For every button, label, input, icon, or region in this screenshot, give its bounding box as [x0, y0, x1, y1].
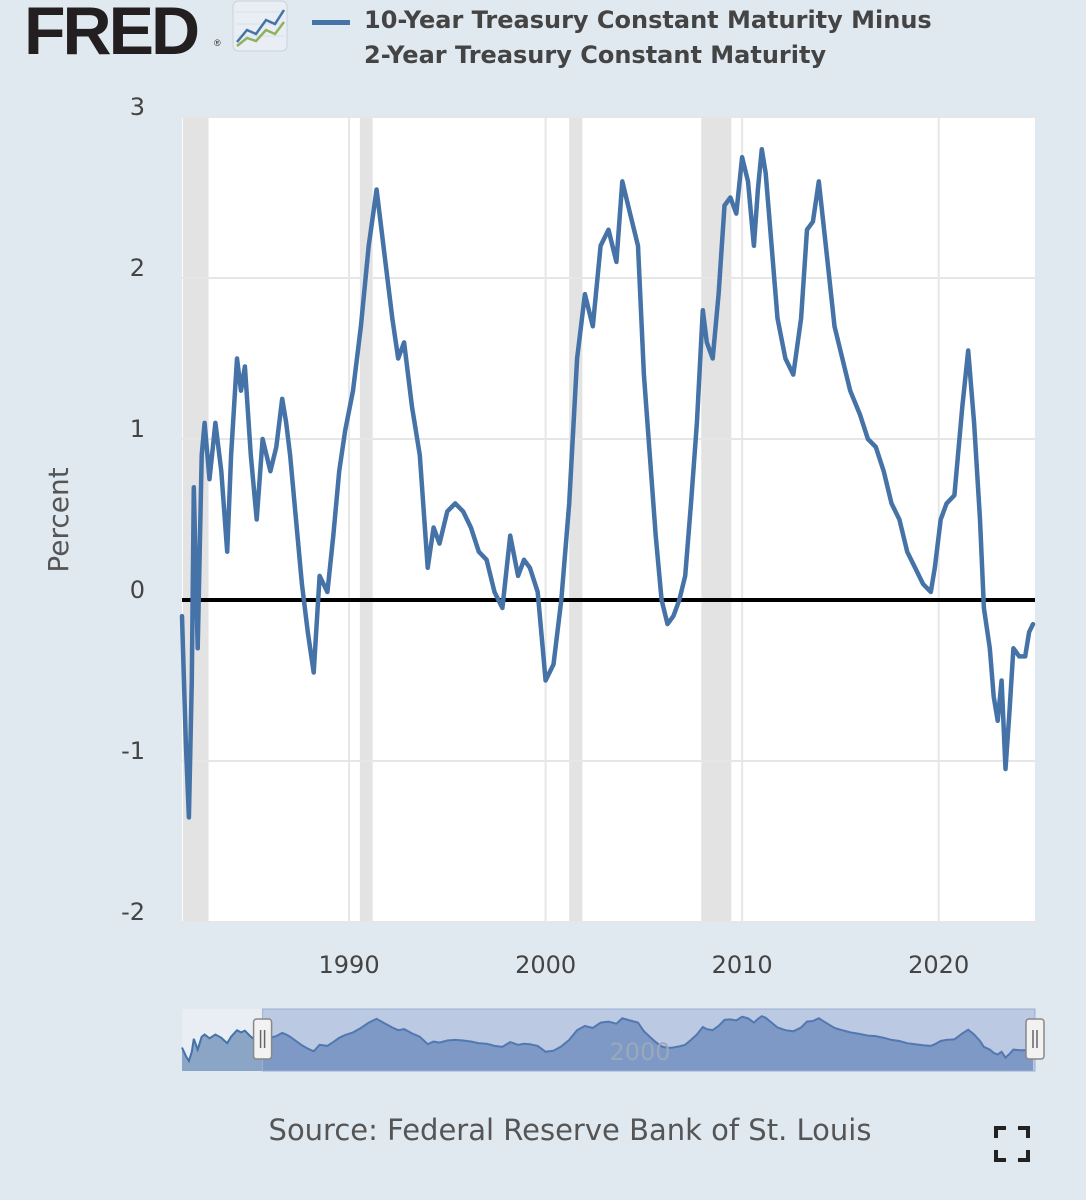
legend-series-swatch[interactable]: [312, 20, 350, 25]
y-tick-label: 3: [130, 93, 145, 121]
navigator-right-handle[interactable]: [1025, 1018, 1045, 1060]
navigator-area: [182, 1016, 1033, 1071]
recession-band-4: [701, 117, 732, 922]
x-tick-label: 2000: [515, 951, 576, 979]
chart-header: FRED ® 10-Year Treasury Constant Maturit…: [0, 0, 1086, 90]
legend-series-label-line1[interactable]: 10-Year Treasury Constant Maturity Minus: [364, 6, 932, 34]
navigator-line: [181, 1015, 1034, 1064]
registered-mark: ®: [214, 38, 221, 48]
x-axis-ticks: 1990 2000 2010 2020: [319, 951, 970, 979]
y-tick-label: -2: [121, 898, 145, 926]
y-tick-label: 2: [130, 254, 145, 282]
y-tick-label: 0: [130, 576, 145, 604]
plot-area: [182, 117, 1035, 922]
source-credit: Source: Federal Reserve Bank of St. Loui…: [268, 1113, 872, 1147]
line-chart: -2 -1 0 1 2 3 1990 2000 2010 2020 Percent 2000: [42, 93, 1045, 1072]
y-axis-ticks: -2 -1 0 1 2 3: [121, 93, 145, 926]
fred-logo: FRED: [24, 0, 200, 69]
navigator-axis-label: 2000: [609, 1038, 670, 1066]
y-tick-label: 1: [130, 415, 145, 443]
y-tick-label: -1: [121, 737, 145, 765]
fullscreen-icon[interactable]: [994, 1126, 1030, 1162]
navigator-left-handle[interactable]: [252, 1018, 273, 1060]
series-line[interactable]: [179, 146, 1036, 820]
range-navigator[interactable]: 2000: [181, 1008, 1045, 1072]
navigator-selected-range[interactable]: [262, 1008, 1036, 1072]
x-tick-label: 2010: [712, 951, 773, 979]
x-tick-label: 1990: [319, 951, 380, 979]
recession-band-3: [569, 117, 583, 922]
legend-series-label-line2[interactable]: 2-Year Treasury Constant Maturity: [364, 41, 827, 69]
trend-chart-icon: [232, 0, 288, 52]
x-tick-label: 2020: [908, 951, 969, 979]
y-axis-label: Percent: [42, 467, 75, 572]
